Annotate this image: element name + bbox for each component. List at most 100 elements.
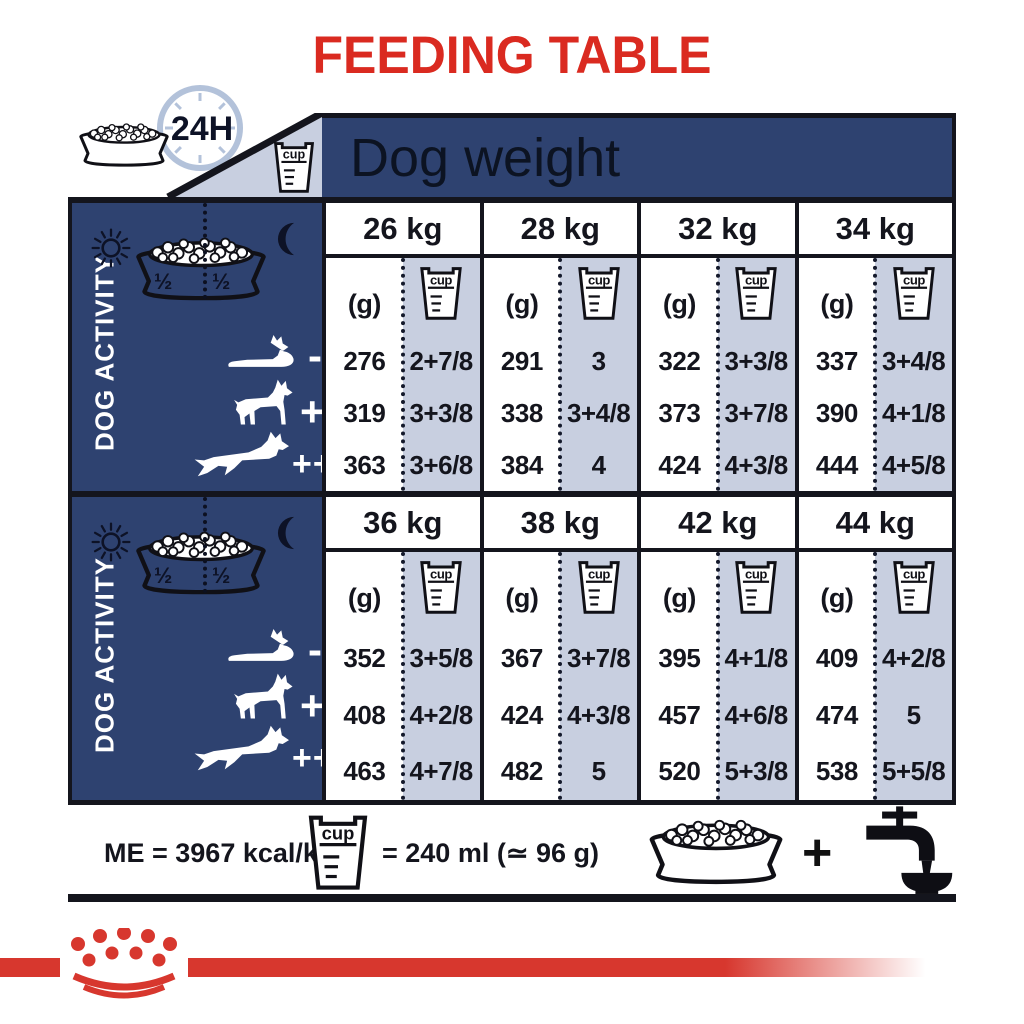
grams-value: 363 xyxy=(343,449,386,480)
cup-icon xyxy=(733,560,779,614)
grams-value: 337 xyxy=(815,346,858,377)
grams-value: 457 xyxy=(658,699,701,730)
cups-value: 4+3/8 xyxy=(724,449,788,480)
split-food-bowl-icon xyxy=(122,523,280,603)
feeding-section-1: DOG ACTIVITY ½ ½ - + ++ 26 kg xyxy=(68,197,956,497)
dotted-divider xyxy=(715,552,720,800)
cups-value: 4+2/8 xyxy=(881,642,946,673)
bowl-split-dotted-line xyxy=(203,243,207,299)
weight-column-42kg: 42 kg (g) 395 4+1/8 457 4+6/8 520 5+3/8 xyxy=(637,497,795,800)
cups-value: 3+3/8 xyxy=(409,398,473,428)
cup-icon xyxy=(891,560,937,614)
dog-lying-icon xyxy=(226,331,304,373)
cups-value: 3+6/8 xyxy=(409,449,473,480)
cups-value: 4+5/8 xyxy=(881,449,946,480)
grams-value: 538 xyxy=(815,756,858,787)
activity-level-medium: + xyxy=(300,682,322,729)
dog-activity-sidebar: DOG ACTIVITY ½ ½ - + ++ xyxy=(72,203,322,491)
grams-value: 384 xyxy=(500,449,543,480)
bowl-half-label: ½ xyxy=(154,563,173,588)
cups-value: 3+3/8 xyxy=(724,346,788,377)
cups-value: 4+3/8 xyxy=(566,699,631,730)
cups-value: 4+1/8 xyxy=(724,642,788,673)
grams-value: 291 xyxy=(500,346,543,377)
grams-value: 352 xyxy=(343,642,386,673)
grams-unit-label: (g) xyxy=(662,288,696,319)
weight-header: 32 kg xyxy=(641,203,795,258)
weight-column-36kg: 36 kg (g) 352 3+5/8 408 4+2/8 463 4+7/8 xyxy=(322,497,480,800)
grams-value: 463 xyxy=(343,756,386,787)
weight-header: 44 kg xyxy=(798,497,952,552)
food-bowl-icon xyxy=(636,811,796,893)
cup-icon xyxy=(274,142,314,193)
weight-header: 28 kg xyxy=(483,203,637,258)
dotted-divider xyxy=(558,258,563,491)
weight-header: 36 kg xyxy=(326,497,480,552)
grams-value: 367 xyxy=(500,642,543,673)
moon-icon xyxy=(272,515,306,551)
corner-wedge xyxy=(166,113,322,197)
weight-column-28kg: 28 kg (g) 291 3 338 3+4/8 384 4 xyxy=(479,203,637,491)
bowl-half-label: ½ xyxy=(212,269,231,294)
grams-unit-label: (g) xyxy=(347,582,381,613)
dog-activity-label: DOG ACTIVITY xyxy=(89,254,120,451)
cups-value: 5+5/8 xyxy=(881,756,946,787)
cup-icon xyxy=(576,560,622,614)
cups-value: 5 xyxy=(906,699,921,730)
page-title: FEEDING TABLE xyxy=(312,25,712,85)
cups-value: 4 xyxy=(591,449,606,480)
grams-value: 373 xyxy=(658,398,701,428)
grams-unit-label: (g) xyxy=(347,288,381,319)
weight-header: 42 kg xyxy=(641,497,795,552)
clock-24h-label: 24H xyxy=(171,110,233,148)
grams-value: 395 xyxy=(658,642,701,673)
weight-column-38kg: 38 kg (g) 367 3+7/8 424 4+3/8 482 5 xyxy=(479,497,637,800)
grams-unit-label: (g) xyxy=(505,582,539,613)
dotted-divider xyxy=(400,552,405,800)
weight-header: 38 kg xyxy=(483,497,637,552)
dog-activity-label: DOG ACTIVITY xyxy=(89,556,120,753)
grams-value: 322 xyxy=(658,346,701,377)
grams-value: 408 xyxy=(343,699,386,730)
dog-lying-icon xyxy=(226,625,304,667)
cup-icon xyxy=(306,814,370,890)
cups-value: 3+7/8 xyxy=(566,642,631,673)
dog-standing-icon xyxy=(230,673,296,721)
cups-value: 3+7/8 xyxy=(724,398,788,428)
dog-standing-icon xyxy=(230,379,296,427)
cup-icon xyxy=(576,266,622,320)
activity-level-low: - xyxy=(308,626,322,673)
water-tap-icon xyxy=(840,805,954,897)
cup-volume-label: = 240 ml (≃ 96 g) xyxy=(382,838,599,868)
grams-unit-label: (g) xyxy=(820,288,854,319)
dotted-divider xyxy=(873,258,878,491)
activity-level-high: ++ xyxy=(292,445,322,483)
weight-column-34kg: 34 kg (g) 337 3+4/8 390 4+1/8 444 4+5/8 xyxy=(794,203,952,491)
grams-unit-label: (g) xyxy=(820,582,854,613)
footer-info-band: ME = 3967 kcal/kg = 240 ml (≃ 96 g) + xyxy=(68,809,956,893)
cups-value: 3+5/8 xyxy=(409,642,473,673)
cups-value: 4+2/8 xyxy=(409,699,473,730)
grams-value: 444 xyxy=(815,449,858,480)
metabolizable-energy-label: ME = 3967 kcal/kg xyxy=(104,838,335,868)
weight-column-26kg: 26 kg (g) 276 2+7/8 319 3+3/8 363 3+6/8 xyxy=(322,203,480,491)
grams-value: 390 xyxy=(815,398,858,428)
split-food-bowl-icon xyxy=(122,229,280,309)
dotted-divider xyxy=(715,258,720,491)
dotted-divider xyxy=(873,552,878,800)
grams-value: 424 xyxy=(500,699,543,730)
cups-value: 4+1/8 xyxy=(881,398,946,428)
cup-icon xyxy=(891,266,937,320)
royal-canin-crown-logo xyxy=(60,926,188,1006)
dog-weight-header: Dog weight xyxy=(322,113,956,197)
weight-header: 26 kg xyxy=(326,203,480,258)
grams-value: 482 xyxy=(500,756,543,787)
weight-column-44kg: 44 kg (g) 409 4+2/8 474 5 538 5+5/8 xyxy=(794,497,952,800)
feeding-table: Dog weight DOG ACTIVITY ½ ½ - + ++ xyxy=(68,113,956,805)
grams-unit-label: (g) xyxy=(505,288,539,319)
clock-icon: 24H xyxy=(157,85,243,171)
grams-unit-label: (g) xyxy=(662,582,696,613)
cup-icon xyxy=(733,266,779,320)
grams-value: 474 xyxy=(815,699,858,730)
